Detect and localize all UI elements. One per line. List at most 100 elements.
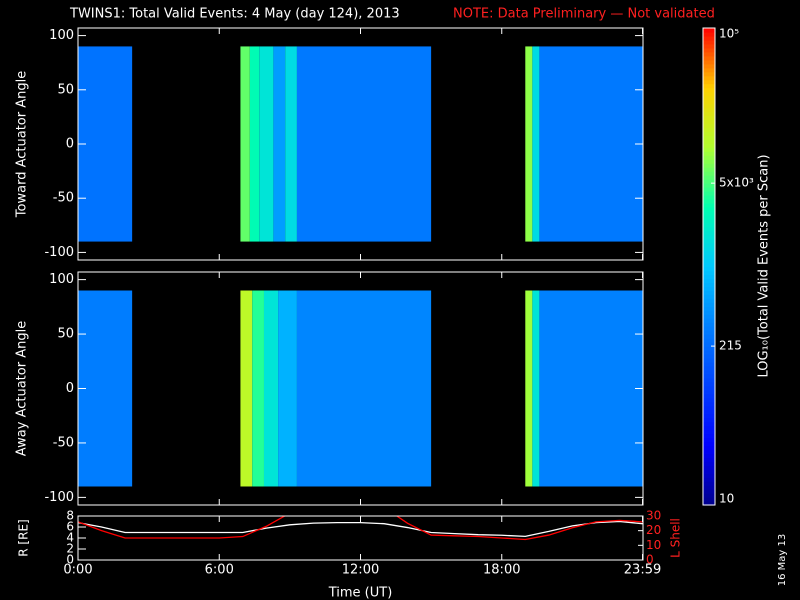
colorbar-slice xyxy=(703,369,715,375)
colorbar-slice xyxy=(703,210,715,216)
colorbar-slice xyxy=(703,183,715,188)
colorbar-slice xyxy=(703,306,715,311)
colorbar-slice xyxy=(703,274,715,280)
colorbar-slice xyxy=(703,497,715,502)
colorbar-slice xyxy=(703,254,715,260)
colorbar-slice xyxy=(703,226,715,232)
heatmap-cell xyxy=(78,46,133,242)
colorbar-slice xyxy=(703,286,715,291)
colorbar-slice xyxy=(703,135,715,140)
y2-tick-label: 20 xyxy=(646,523,661,537)
colorbar-slice xyxy=(703,59,715,65)
colorbar-tick-label: 5x10³ xyxy=(719,176,754,190)
colorbar-slice xyxy=(703,326,715,331)
colorbar-slice xyxy=(703,393,715,399)
y2-axis-title: L Shell xyxy=(669,518,683,558)
colorbar-slice xyxy=(703,405,715,411)
heatmap-cell xyxy=(532,290,540,487)
y-tick-label: 2 xyxy=(66,542,74,556)
colorbar-slice xyxy=(703,75,715,81)
colorbar-slice xyxy=(703,346,715,351)
heatmap-cell xyxy=(273,46,286,242)
colorbar-slice xyxy=(703,155,715,160)
colorbar-slice xyxy=(703,417,715,423)
colorbar-slice xyxy=(703,123,715,128)
colorbar-slice xyxy=(703,465,715,470)
colorbar-slice xyxy=(703,357,715,363)
colorbar-slice xyxy=(703,119,715,124)
y-tick-label: 100 xyxy=(49,272,74,287)
colorbar-slice xyxy=(703,198,715,204)
colorbar-slice xyxy=(703,87,715,93)
y-tick-label: -50 xyxy=(53,191,74,206)
colorbar-slice xyxy=(703,234,715,240)
colorbar-slice xyxy=(703,501,715,506)
colorbar-slice xyxy=(703,115,715,121)
colorbar-slice xyxy=(703,28,715,33)
colorbar-slice xyxy=(703,222,715,228)
heatmap-cell xyxy=(78,290,133,487)
colorbar-slice xyxy=(703,349,715,355)
colorbar-slice xyxy=(703,67,715,73)
y-tick-label: 100 xyxy=(49,28,74,43)
colorbar-slice xyxy=(703,218,715,224)
colorbar-slice xyxy=(703,171,715,176)
colorbar-slice xyxy=(703,39,715,45)
colorbar-slice xyxy=(703,202,715,208)
colorbar-tick-label: 10 xyxy=(719,492,734,506)
colorbar-slice xyxy=(703,353,715,359)
colorbar-slice xyxy=(703,270,715,276)
colorbar-slice xyxy=(703,485,715,490)
x-tick-label: 6:00 xyxy=(205,563,234,578)
colorbar-slice xyxy=(703,389,715,395)
colorbar-slice xyxy=(703,445,715,450)
colorbar-frame xyxy=(702,27,716,506)
colorbar-slice xyxy=(703,107,715,113)
colorbar-slice xyxy=(703,421,715,427)
line-series xyxy=(78,520,643,538)
colorbar-slice xyxy=(703,401,715,407)
colorbar-slice xyxy=(703,95,715,101)
colorbar-tick-label: 215 xyxy=(719,339,742,353)
colorbar-slice xyxy=(703,310,715,315)
colorbar-slice xyxy=(703,194,715,200)
heatmap-cell xyxy=(285,46,297,242)
colorbar-slice xyxy=(703,43,715,49)
colorbar-slice xyxy=(703,278,715,283)
y-tick-label: -50 xyxy=(53,435,74,450)
colorbar-slice xyxy=(703,294,715,299)
colorbar-slice xyxy=(703,214,715,220)
colorbar-slice xyxy=(703,167,715,172)
colorbar-slice xyxy=(703,342,715,347)
colorbar-slice xyxy=(703,262,715,268)
colorbar-label: LOG₁₀(Total Valid Events per Scan) xyxy=(757,154,772,377)
colorbar-slice xyxy=(703,469,715,474)
colorbar-slice xyxy=(703,179,715,184)
colorbar-slice xyxy=(703,51,715,57)
colorbar-slice xyxy=(703,290,715,295)
heatmap-cell xyxy=(240,290,253,487)
colorbar-slice xyxy=(703,322,715,327)
y-tick-label: 8 xyxy=(66,509,74,523)
colorbar-slice xyxy=(703,433,715,439)
y-tick-label: -100 xyxy=(44,245,74,260)
colorbar-slice xyxy=(703,131,715,136)
y2-tick-label: 10 xyxy=(646,538,661,552)
y2-tick-label: 30 xyxy=(646,509,661,523)
colorbar-slice xyxy=(703,91,715,97)
x-tick-label: 0:00 xyxy=(63,563,92,578)
line-group xyxy=(78,516,643,541)
colorbar-slice xyxy=(703,282,715,287)
colorbar-slice xyxy=(703,477,715,482)
colorbar-slice xyxy=(703,298,715,303)
colorbar-slice xyxy=(703,79,715,85)
colorbar-slice xyxy=(703,47,715,53)
heatmap-cell xyxy=(240,46,250,242)
colorbar-slice xyxy=(703,334,715,339)
colorbar-slice xyxy=(703,187,715,192)
y-tick-label: -100 xyxy=(44,490,74,505)
heatmap-cell xyxy=(263,290,279,487)
colorbar-slice xyxy=(703,250,715,256)
colorbar-slice xyxy=(703,242,715,248)
heatmap-cell xyxy=(532,46,540,242)
